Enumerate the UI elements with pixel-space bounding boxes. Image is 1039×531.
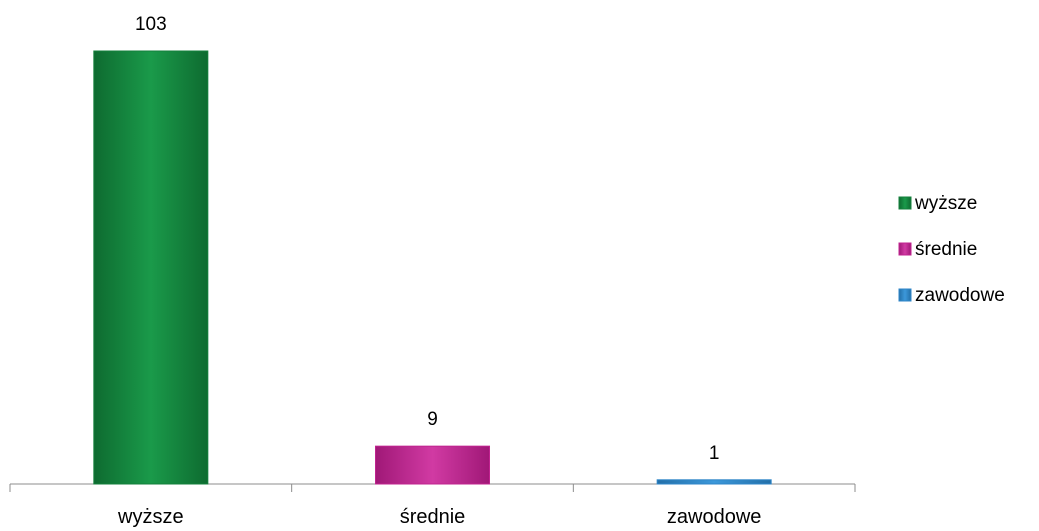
bar-srednie xyxy=(375,445,490,485)
legend-item-wyzsze: wyższe xyxy=(898,193,977,214)
x-axis xyxy=(9,483,856,492)
data-label-zawodowe: 1 xyxy=(709,443,720,464)
data-label-wyzsze: 103 xyxy=(135,14,167,35)
data-label-srednie: 9 xyxy=(427,409,438,430)
legend-swatch-wyzsze xyxy=(898,196,912,210)
legend-label-zawodowe: zawodowe xyxy=(915,285,1005,306)
x-tick-label-zawodowe: zawodowe xyxy=(667,506,762,528)
legend-item-srednie: średnie xyxy=(898,239,977,260)
legend: wyższe średnie zawodowe xyxy=(898,193,1005,306)
bar-zawodowe xyxy=(656,479,772,485)
labels: 103 wyższe 9 średnie 1 zawodowe xyxy=(117,14,761,528)
legend-item-zawodowe: zawodowe xyxy=(898,285,1005,306)
x-tick-label-srednie: średnie xyxy=(400,506,466,528)
bar-wyzsze xyxy=(93,50,209,485)
legend-label-srednie: średnie xyxy=(915,239,977,260)
legend-swatch-srednie xyxy=(898,242,912,256)
bars xyxy=(93,50,772,485)
legend-label-wyzsze: wyższe xyxy=(914,193,977,214)
x-tick-label-wyzsze: wyższe xyxy=(117,506,184,528)
legend-swatch-zawodowe xyxy=(898,288,912,302)
